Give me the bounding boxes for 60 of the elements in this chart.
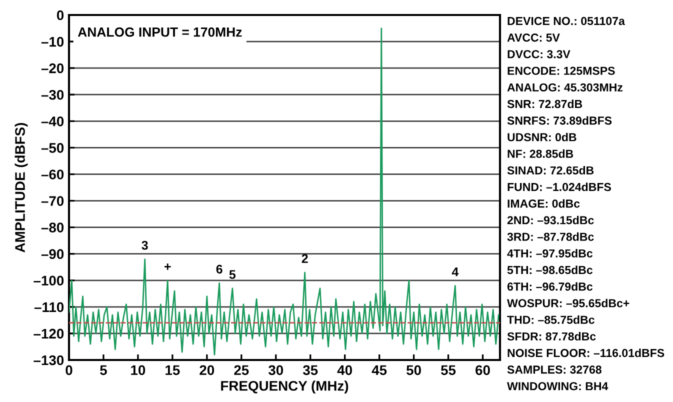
- y-tick-label: –40: [41, 116, 64, 126]
- text: THD: –85.75dBc: [507, 315, 594, 324]
- annotation: +: [164, 264, 171, 270]
- x-tick-label: 25: [234, 365, 249, 376]
- text: WOSPUR: –95.65dBc+: [507, 298, 630, 308]
- text: 4TH: –97.95dBc: [507, 249, 593, 258]
- text: 6TH: –96.79dBc: [507, 282, 593, 291]
- y-tick-label: –70: [41, 196, 64, 206]
- text: NF: 28.85dB: [508, 149, 574, 158]
- text: DEVICE NO.: 051107a: [508, 16, 625, 26]
- annotation: 4: [452, 268, 459, 276]
- annotation: 5: [229, 270, 236, 279]
- y-tick-label: –130: [34, 355, 64, 366]
- text: 3RD: –87.78dBc: [507, 232, 594, 241]
- annotation: 6: [216, 264, 222, 274]
- x-tick-label: 20: [200, 365, 214, 376]
- y-tick-label: –10: [41, 36, 64, 47]
- text: DVCC: 3.3V: [508, 50, 570, 58]
- y-tick-label: –50: [41, 143, 64, 153]
- line-series: [69, 28, 500, 356]
- text: IMAGE: 0dBc: [508, 199, 580, 208]
- text: 2ND: –93.15dBc: [507, 216, 594, 224]
- text: UDSNR: 0dB: [508, 132, 576, 142]
- x-tick-label: 15: [166, 365, 180, 376]
- text: NOISE FLOOR: –116.01dBFS: [508, 348, 664, 358]
- y-tick-label: –80: [41, 222, 64, 232]
- x-tick-label: 45: [372, 365, 387, 376]
- text: WINDOWING: BH4: [507, 382, 608, 390]
- y-tick-label: –120: [34, 328, 64, 339]
- text: ENCODE: 125MSPS: [508, 66, 615, 75]
- text: 5TH: –98.65dBc: [507, 266, 593, 274]
- y-tick-label: –20: [41, 63, 64, 74]
- y-axis-title: AMPLITUDE (dBFS): [14, 122, 28, 252]
- text: SNRFS: 73.89dBFS: [507, 116, 612, 125]
- y-tick-label: 0: [56, 10, 64, 20]
- text: FUND: –1.024dBFS: [508, 182, 611, 192]
- text: ANALOG: 45.303MHz: [507, 83, 623, 92]
- x-axis-title: FREQUENCY (MHz): [221, 380, 348, 394]
- annotation: 3: [142, 240, 148, 250]
- y-tick-label: –90: [41, 249, 64, 260]
- text: SINAD: 72.65dB: [507, 166, 594, 174]
- x-tick-label: 55: [440, 365, 456, 376]
- text: SFDR: 87.78dBc: [507, 332, 596, 340]
- x-tick-label: 35: [302, 365, 318, 376]
- y-tick-label: –60: [41, 170, 64, 180]
- x-tick-label: 50: [406, 365, 421, 376]
- x-tick-label: 40: [337, 365, 352, 376]
- annotation: 2: [302, 254, 308, 263]
- y-tick-label: –110: [34, 302, 64, 312]
- text: SAMPLES: 32768: [507, 366, 602, 374]
- text: AVCC: 5V: [507, 34, 560, 42]
- y-tick-label: –30: [41, 90, 64, 100]
- annotation: ANALOG INPUT = 170MHz: [78, 27, 242, 37]
- x-tick-label: 0: [66, 365, 72, 376]
- x-tick-label: 60: [476, 365, 490, 376]
- x-tick-label: 30: [268, 365, 284, 376]
- y-tick-label: –100: [34, 276, 64, 286]
- x-tick-label: 10: [131, 365, 146, 376]
- x-tick-label: 5: [100, 365, 107, 376]
- text: SNR: 72.87dB: [507, 100, 582, 108]
